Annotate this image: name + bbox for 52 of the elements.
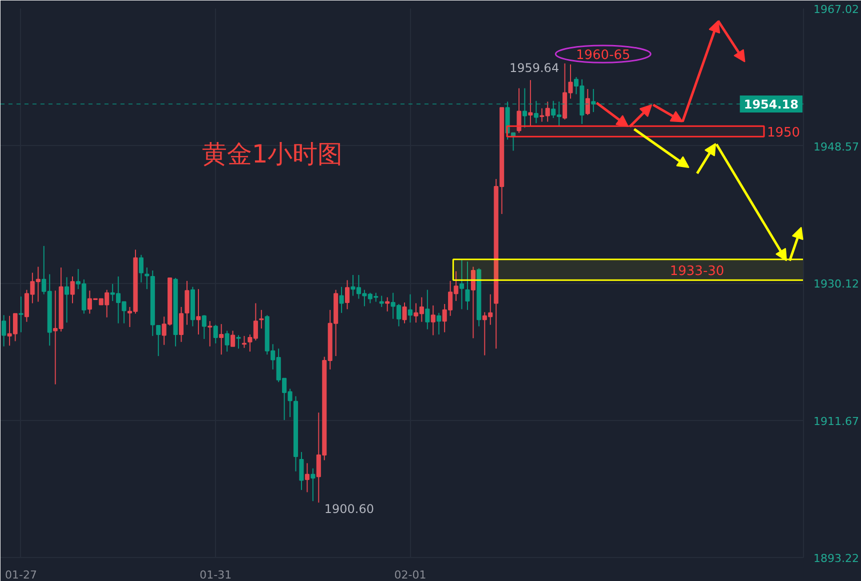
band-label: 1933-30 [670,264,724,279]
candlestick [465,261,470,310]
y-tick-label: 1967.02 [814,3,859,16]
candlestick [219,324,224,356]
candlestick [208,320,212,347]
x-tick-label: 02-01 [394,568,426,581]
candlestick [138,254,144,283]
candlestick [230,330,236,347]
candlestick [156,325,161,357]
candlestick [430,304,436,336]
annotation: 1959.64 [509,60,560,75]
annotation: 1960-65 [576,48,630,64]
candlestick [402,302,407,324]
candlestick [385,296,390,312]
candlestick [516,88,522,134]
y-tick-label: 1893.22 [814,552,859,565]
candlestick [379,295,384,308]
candlestick [528,80,533,127]
candlestick [196,288,201,335]
candlestick [339,286,344,314]
text: 黄金1小时图 [202,140,343,169]
candlestick [259,309,264,330]
candlestick [213,324,218,344]
candlestick [2,314,6,347]
y-tick-label: 1911.67 [814,414,859,428]
annotation: 1900.60 [324,502,374,516]
candlestick [408,294,413,324]
candlestick [585,88,590,116]
x-tick-label: 01-31 [200,568,232,581]
candlestick [425,289,430,330]
candlestick [179,306,184,342]
candlestick [236,334,241,350]
candlestick [470,266,476,339]
candlestick [18,296,24,333]
candlestick [70,276,75,304]
candlestick [345,280,350,310]
x-tick-label: 01-27 [5,568,37,581]
y-tick-label: 1930.12 [814,278,859,290]
candlestick [299,452,304,490]
candlestick [304,462,310,493]
candlestick [310,468,316,502]
y-tick-label: 1948.57 [814,140,859,154]
candlestick [202,314,206,340]
candlestick [144,267,150,290]
candlestick [436,312,442,335]
candlestick [224,330,230,352]
candlestick [459,258,464,310]
candlestick [242,335,247,348]
candlestick [184,280,190,326]
ref-line-label: 1954.18 [744,98,798,112]
band-label: 1950 [766,125,800,140]
candlestick [64,276,70,324]
